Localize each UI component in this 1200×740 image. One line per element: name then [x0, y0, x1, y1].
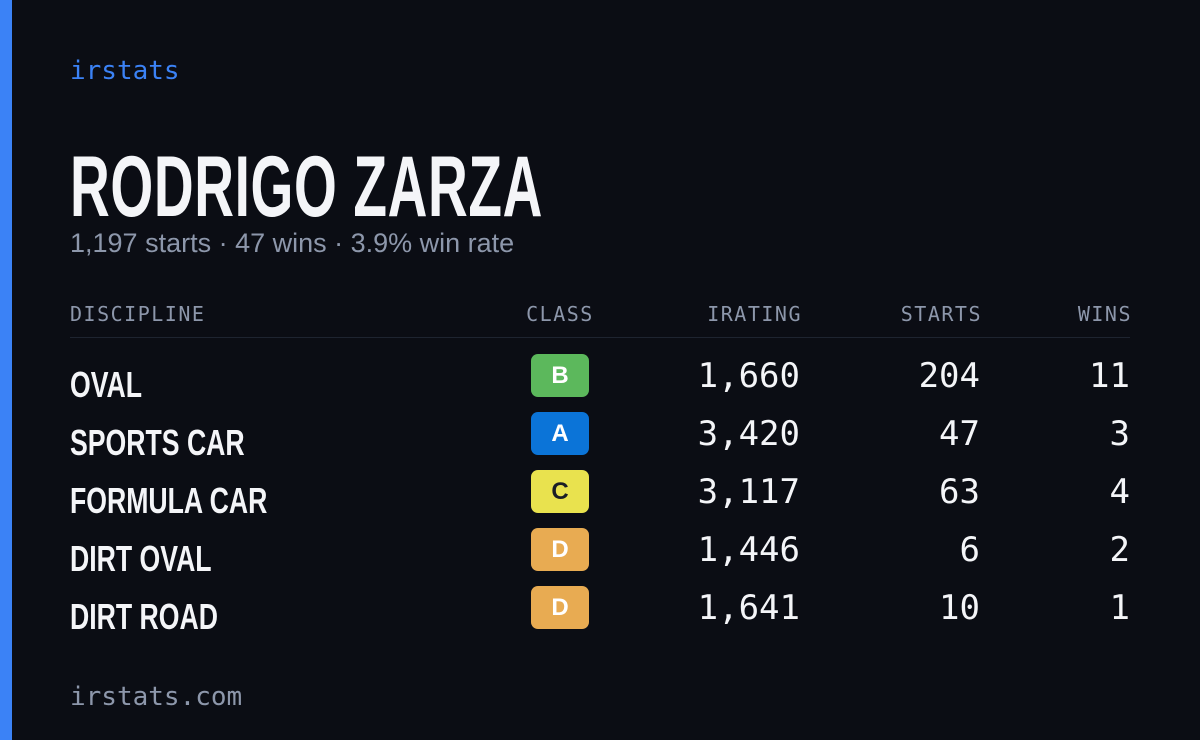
discipline: DIRT ROAD: [70, 596, 218, 637]
column-header: DISCIPLINE: [70, 302, 206, 326]
brand: irstats: [70, 56, 180, 86]
driver-summary: 1,197 starts · 47 wins · 3.9% win rate: [70, 228, 515, 258]
starts: 6: [959, 530, 980, 570]
wins: 2: [1109, 530, 1130, 570]
class-badge: D: [531, 586, 589, 629]
wins: 3: [1109, 414, 1130, 454]
column-header: CLASS: [526, 302, 594, 326]
starts: 10: [939, 588, 980, 628]
driver-name: RODRIGO ZARZA: [70, 139, 544, 235]
footer-link: irstats.com: [70, 682, 243, 712]
irating: 1,641: [697, 588, 800, 628]
class-badge: A: [531, 412, 589, 455]
wins: 1: [1109, 588, 1130, 628]
column-header: IRATING: [707, 302, 802, 326]
discipline: OVAL: [70, 364, 143, 405]
wins: 4: [1109, 472, 1130, 512]
class-badge: C: [531, 470, 589, 513]
irating: 3,420: [697, 414, 800, 454]
starts: 63: [939, 472, 980, 512]
accent-bar: [0, 0, 12, 740]
discipline: FORMULA CAR: [70, 480, 268, 521]
irating: 3,117: [697, 472, 800, 512]
irating: 1,660: [697, 356, 800, 396]
column-header: WINS: [1077, 302, 1132, 326]
irating: 1,446: [697, 530, 800, 570]
column-header: STARTS: [900, 302, 982, 326]
divider: [70, 337, 1130, 338]
wins: 11: [1089, 356, 1130, 396]
starts: 47: [939, 414, 980, 454]
class-badge: D: [531, 528, 589, 571]
starts: 204: [918, 356, 980, 396]
discipline: SPORTS CAR: [70, 422, 245, 463]
discipline: DIRT OVAL: [70, 538, 212, 579]
class-badge: B: [531, 354, 589, 397]
